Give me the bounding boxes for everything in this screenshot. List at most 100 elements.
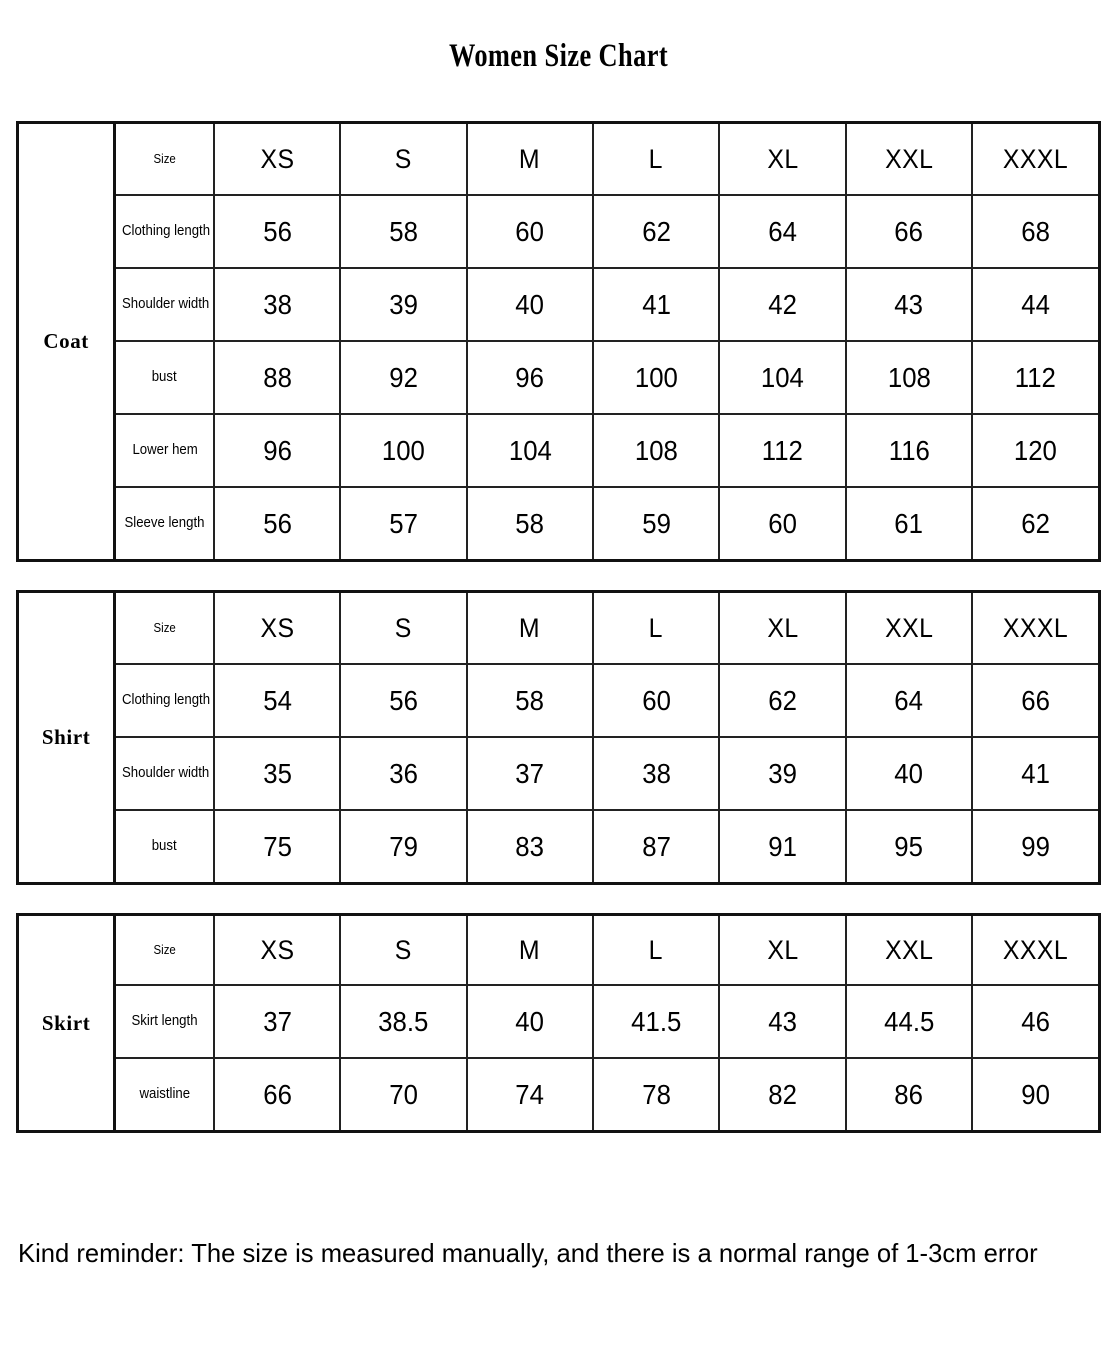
value-cell: 75 (213, 809, 342, 885)
value-cell: 56 (339, 663, 468, 738)
value-cell: 79 (339, 809, 468, 885)
value-cell: 104 (718, 340, 847, 415)
size-header-s: S (339, 121, 468, 196)
value-cell: 40 (844, 736, 974, 811)
size-table-skirt: Skirt Size XS S M L XL XXL XXXL Skirt le… (16, 913, 1101, 1133)
value-cell: 78 (592, 1057, 721, 1133)
value-cell: 66 (213, 1057, 342, 1133)
size-header-xxl: XXL (844, 913, 974, 986)
value-cell: 40 (465, 984, 595, 1059)
value-cell: 44 (971, 267, 1101, 342)
value-cell: 38 (213, 267, 342, 342)
value-cell: 46 (971, 984, 1101, 1059)
value-cell: 60 (592, 663, 721, 738)
attr-label: Lower hem (113, 413, 216, 488)
size-header-l: L (592, 913, 721, 986)
size-header-xxl: XXL (844, 590, 974, 665)
size-header-m: M (465, 121, 595, 196)
value-cell: 56 (213, 194, 342, 269)
attr-label: Clothing length (113, 663, 216, 738)
value-cell: 61 (844, 486, 974, 562)
value-cell: 91 (718, 809, 847, 885)
value-cell: 40 (465, 267, 595, 342)
table-row: Shoulder width 35 36 37 38 39 40 41 (18, 736, 1101, 811)
table-row: Coat Size XS S M L XL XXL XXXL (16, 121, 1101, 562)
value-cell: 38.5 (339, 984, 468, 1059)
attr-header-size: Size (113, 121, 216, 196)
value-cell: 82 (718, 1057, 847, 1133)
value-cell: 104 (465, 413, 595, 488)
size-header-m: M (465, 913, 595, 986)
size-header-s: S (339, 913, 468, 986)
attr-label: Sleeve length (113, 486, 216, 562)
table-row: Clothing length 56 58 60 62 64 66 68 (18, 194, 1101, 269)
value-cell: 90 (971, 1057, 1101, 1133)
value-cell: 120 (971, 413, 1101, 488)
page-title: Women Size Chart (448, 38, 669, 74)
attr-label: Shoulder width (113, 267, 216, 342)
size-header-xxl: XXL (844, 121, 974, 196)
attr-label: Shoulder width (113, 736, 216, 811)
value-cell: 41 (971, 736, 1101, 811)
table-row: Shoulder width 38 39 40 41 42 43 44 (18, 267, 1101, 342)
value-cell: 116 (844, 413, 974, 488)
group-label-skirt: Skirt (16, 913, 117, 1133)
size-header-l: L (592, 590, 721, 665)
value-cell: 39 (718, 736, 847, 811)
table-row: Skirt length 37 38.5 40 41.5 43 44.5 46 (18, 984, 1101, 1059)
table-row: Lower hem 96 100 104 108 112 116 120 (18, 413, 1101, 488)
size-header-l: L (592, 121, 721, 196)
size-header-xxxl: XXXL (971, 121, 1101, 196)
size-header-m: M (465, 590, 595, 665)
value-cell: 112 (971, 340, 1101, 415)
value-cell: 35 (213, 736, 342, 811)
size-header-xl: XL (718, 121, 847, 196)
value-cell: 37 (213, 984, 342, 1059)
value-cell: 74 (465, 1057, 595, 1133)
group-label-coat: Coat (16, 121, 117, 562)
attr-header-size: Size (113, 913, 216, 986)
value-cell: 87 (592, 809, 721, 885)
value-cell: 59 (592, 486, 721, 562)
value-cell: 96 (213, 413, 342, 488)
size-header-s: S (339, 590, 468, 665)
table-row: Clothing length 54 56 58 60 62 64 66 (18, 663, 1101, 738)
size-header-xs: XS (213, 913, 342, 986)
attr-label: bust (113, 340, 216, 415)
table-row: waistline 66 70 74 78 82 86 90 (18, 1057, 1101, 1133)
attr-label: bust (113, 809, 216, 885)
table-row: Sleeve length 56 57 58 59 60 61 62 (18, 486, 1101, 562)
table-row: bust 88 92 96 100 104 108 112 (18, 340, 1101, 415)
value-cell: 43 (844, 267, 974, 342)
value-cell: 57 (339, 486, 468, 562)
value-cell: 62 (971, 486, 1101, 562)
value-cell: 100 (339, 413, 468, 488)
value-cell: 38 (592, 736, 721, 811)
value-cell: 60 (718, 486, 847, 562)
value-cell: 41.5 (592, 984, 721, 1059)
size-table-shirt: Shirt Size XS S M L XL XXL XXXL Clothing… (16, 590, 1101, 885)
value-cell: 64 (718, 194, 847, 269)
value-cell: 56 (213, 486, 342, 562)
size-header-xl: XL (718, 913, 847, 986)
value-cell: 66 (971, 663, 1101, 738)
table-row: bust 75 79 83 87 91 95 99 (18, 809, 1101, 885)
value-cell: 86 (844, 1057, 974, 1133)
attr-label: waistline (113, 1057, 216, 1133)
size-table-coat: Coat Size XS S M L XL XXL XXXL Clothing … (16, 121, 1101, 562)
table-row: Skirt Size XS S M L XL XXL XXXL (16, 913, 1101, 1133)
size-header-xxxl: XXXL (971, 590, 1101, 665)
size-header-xs: XS (213, 121, 342, 196)
footer-note: Kind reminder: The size is measured manu… (18, 1238, 1038, 1268)
value-cell: 36 (339, 736, 468, 811)
value-cell: 70 (339, 1057, 468, 1133)
value-cell: 99 (971, 809, 1101, 885)
size-header-xs: XS (213, 590, 342, 665)
value-cell: 96 (465, 340, 595, 415)
size-header-xl: XL (718, 590, 847, 665)
value-cell: 95 (844, 809, 974, 885)
value-cell: 60 (465, 194, 595, 269)
value-cell: 58 (339, 194, 468, 269)
value-cell: 100 (592, 340, 721, 415)
value-cell: 41 (592, 267, 721, 342)
